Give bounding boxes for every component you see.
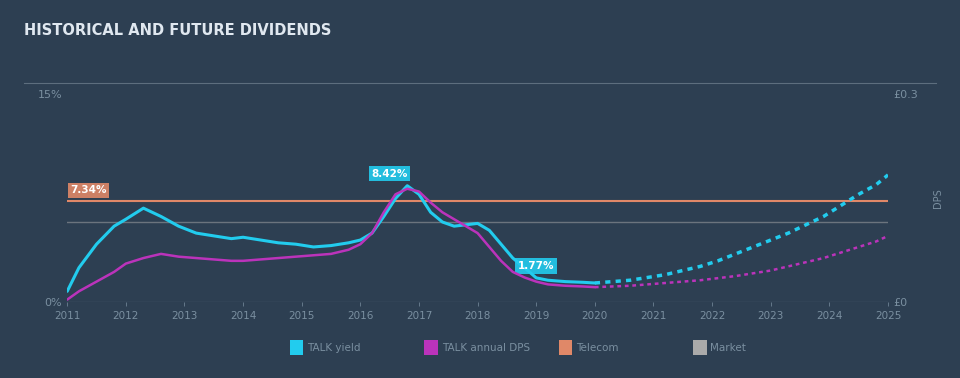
Text: 1.77%: 1.77% xyxy=(518,261,555,271)
Text: DPS: DPS xyxy=(933,189,943,208)
Text: Telecom: Telecom xyxy=(576,343,618,353)
Text: HISTORICAL AND FUTURE DIVIDENDS: HISTORICAL AND FUTURE DIVIDENDS xyxy=(24,23,331,38)
Text: 7.34%: 7.34% xyxy=(70,185,107,195)
Text: Market: Market xyxy=(710,343,746,353)
Text: TALK yield: TALK yield xyxy=(307,343,361,353)
Text: 8.42%: 8.42% xyxy=(372,169,408,179)
Text: TALK annual DPS: TALK annual DPS xyxy=(442,343,530,353)
